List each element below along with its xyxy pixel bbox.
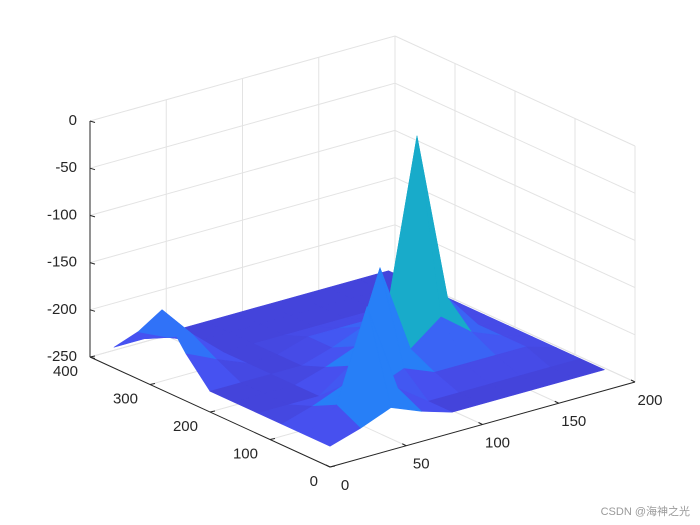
y-tick-label: 200 (173, 418, 198, 435)
axes: 0 50 100 150 200 0 100 200 300 400-250 -200 -150 -10… (47, 112, 663, 494)
z-tick-label: -250 (47, 348, 77, 365)
grid-line (89, 82, 396, 169)
y-tick (269, 438, 276, 440)
z-tick (89, 262, 96, 265)
y-tick-label: 400 (53, 363, 78, 380)
grid-line (89, 224, 396, 311)
grid-line (89, 35, 396, 122)
z-tick (89, 120, 96, 123)
x-tick (630, 379, 636, 383)
grid-line (394, 129, 636, 241)
surface-cell (305, 404, 361, 447)
y-tick (329, 465, 336, 468)
y-tick-label: 300 (113, 390, 138, 407)
grid-line (394, 35, 636, 147)
z-tick (89, 214, 96, 218)
z-tick-label: -150 (47, 254, 77, 271)
grid-line (89, 129, 396, 216)
grid-line (89, 177, 396, 264)
z-tick (89, 309, 96, 312)
x-tick-label: 50 (413, 456, 430, 473)
y-tick-label: 0 (310, 473, 318, 490)
x-tick-label: 0 (341, 477, 349, 494)
z-tick-label: -50 (55, 159, 77, 176)
z-tick (89, 356, 96, 359)
y-tick (209, 410, 216, 413)
z-tick-label: -200 (47, 301, 77, 318)
watermark: CSDN @海神之光 (601, 504, 690, 518)
x-tick (402, 443, 407, 447)
grid-line (394, 82, 636, 194)
y-tick-label: 100 (233, 445, 258, 462)
z-tick-label: 0 (69, 112, 77, 129)
y-tick (149, 383, 156, 385)
surface (113, 135, 605, 447)
z-tick (89, 167, 96, 171)
grid-line (394, 177, 636, 289)
x-tick (478, 422, 483, 425)
x-tick-label: 100 (485, 434, 510, 451)
x-tick (554, 400, 559, 404)
x-tick-label: 150 (561, 413, 586, 430)
x-tick-label: 200 (637, 392, 662, 409)
z-tick-label: -100 (47, 206, 77, 223)
x-tick (325, 464, 331, 468)
